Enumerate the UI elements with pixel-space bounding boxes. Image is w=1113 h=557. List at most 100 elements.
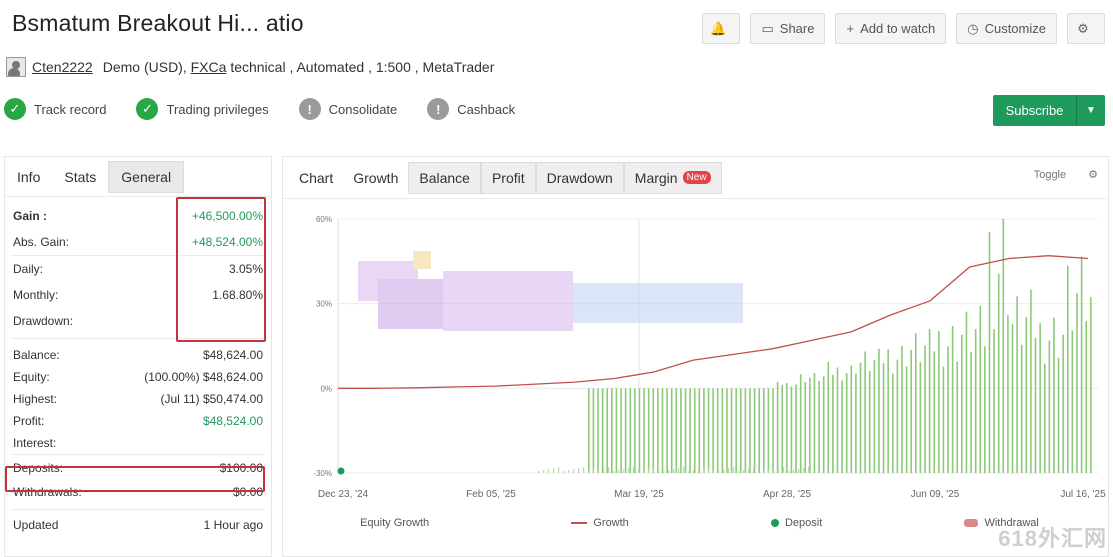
equity-bar [558, 467, 560, 473]
x-tick-label: Mar 19, '25 [614, 489, 664, 500]
equity-bar [592, 388, 595, 473]
tab-chart[interactable]: Chart [299, 169, 334, 186]
equity-bar [597, 388, 599, 473]
equity-bar [657, 388, 659, 473]
share-icon: ▭ [761, 20, 774, 36]
tab-margin[interactable]: Margin New [623, 161, 722, 194]
equity-bar [783, 467, 785, 473]
equity-bar [799, 374, 802, 473]
equity-bar [703, 468, 705, 473]
equity-bar [678, 468, 680, 473]
equity-bar [726, 388, 728, 473]
equity-bar [629, 388, 632, 473]
equity-bar [1016, 296, 1018, 473]
equity-bar [620, 388, 622, 473]
stat-row-updated: Updated 1 Hour ago [13, 518, 263, 532]
broker-link[interactable]: FXCa [190, 59, 227, 75]
equity-bar [773, 469, 775, 473]
subscribe-button[interactable]: Subscribe ▼ [993, 95, 1105, 126]
equity-bar [684, 388, 687, 473]
add-to-watch-button[interactable]: + Add to watch [835, 13, 947, 44]
equity-bar [956, 361, 959, 473]
equity-bar [638, 388, 641, 473]
divider [11, 509, 265, 510]
top-actions: 🔔 ▭ Share + Add to watch ◷ Customize ⚙ [702, 13, 1105, 44]
equity-bar [803, 468, 805, 473]
equity-bar [758, 388, 761, 473]
equity-bar [615, 388, 618, 473]
stats-panel: Info Stats General Gain : +46,500.00% Ab… [4, 156, 272, 557]
settings-button[interactable]: ⚙ [1067, 13, 1105, 44]
equity-bar [578, 468, 580, 473]
equity-bar [683, 467, 685, 473]
bell-button[interactable]: 🔔 [702, 13, 741, 44]
equity-bar [543, 470, 545, 473]
equity-bar [901, 345, 903, 473]
equity-bar [658, 467, 660, 473]
equity-bar [753, 468, 755, 473]
equity-bar [666, 388, 668, 473]
x-axis-ticks: Dec 23, '24 Feb 05, '25 Mar 19, '25 Apr 28,… [318, 489, 1106, 500]
equity-bar [623, 469, 625, 473]
equity-bar [859, 362, 862, 473]
tab-balance[interactable]: Balance [408, 161, 481, 194]
equity-bar [613, 471, 615, 473]
equity-bar [583, 467, 585, 473]
tab-drawdown[interactable]: Drawdown [535, 161, 624, 194]
tab-stats[interactable]: Stats [64, 168, 97, 185]
equity-bar [933, 351, 936, 473]
chart-toggle[interactable]: Toggle [1033, 168, 1067, 181]
equity-bar [538, 471, 540, 473]
chart-tabs: Chart Growth Balance Profit Drawdown Mar… [283, 157, 1108, 199]
blurred-overlay [358, 251, 743, 331]
stats-tabs: Info Stats General [5, 157, 271, 197]
bell-icon: 🔔 [710, 20, 727, 36]
equity-bar [624, 388, 627, 473]
deposit-point [337, 467, 345, 475]
equity-bar [618, 470, 620, 473]
highlight-box-deposits [5, 466, 265, 492]
stat-row-balance: Balance: $48,624.00 [13, 348, 263, 362]
equity-bar [703, 388, 705, 473]
exclamation-icon: ! [427, 98, 450, 120]
equity-bar [768, 470, 770, 473]
account-user-link[interactable]: Cten2222 [32, 59, 93, 75]
equity-bar [864, 351, 866, 473]
equity-bar [822, 376, 825, 473]
legend-equity-growth[interactable]: Equity Growth [360, 517, 430, 529]
equity-bar [708, 467, 710, 473]
share-button[interactable]: ▭ Share [750, 13, 826, 44]
tab-general[interactable]: General [108, 160, 185, 193]
equity-bar [563, 471, 565, 473]
stat-row-highest: Highest: (Jul 11) $50,474.00 [13, 392, 263, 406]
equity-bar [553, 468, 555, 473]
equity-bar [1062, 334, 1064, 473]
equity-bar [611, 388, 613, 473]
stat-row-interest: Interest: [13, 436, 57, 450]
legend-withdrawal[interactable]: Withdrawal [964, 517, 1039, 529]
equity-bar [905, 366, 908, 473]
equity-bar [776, 381, 779, 473]
equity-bar [882, 363, 885, 473]
equity-bar [1007, 315, 1009, 473]
tab-info[interactable]: Info [17, 168, 41, 185]
equity-bar [758, 467, 760, 473]
equity-bar [1034, 337, 1037, 473]
stat-row-deposits: Deposits: $100.00 [13, 461, 263, 475]
equity-bar [855, 373, 857, 473]
equity-bar [716, 388, 719, 473]
divider [11, 454, 265, 455]
legend-growth[interactable]: Growth [571, 517, 629, 529]
exclamation-icon: ! [298, 98, 321, 120]
tab-growth[interactable]: Growth [353, 169, 399, 186]
customize-button[interactable]: ◷ Customize [956, 13, 1057, 44]
y-tick-label: -30% [313, 469, 332, 478]
equity-bar [573, 469, 575, 473]
equity-bar [984, 346, 986, 473]
chevron-down-icon[interactable]: ▼ [1086, 105, 1096, 116]
chart-settings-icon[interactable]: ⚙ [1088, 169, 1098, 181]
tab-profit[interactable]: Profit [480, 161, 536, 194]
legend-deposit[interactable]: Deposit [770, 517, 822, 529]
x-tick-label: Dec 23, '24 [318, 489, 369, 500]
growth-lines [338, 255, 1089, 389]
